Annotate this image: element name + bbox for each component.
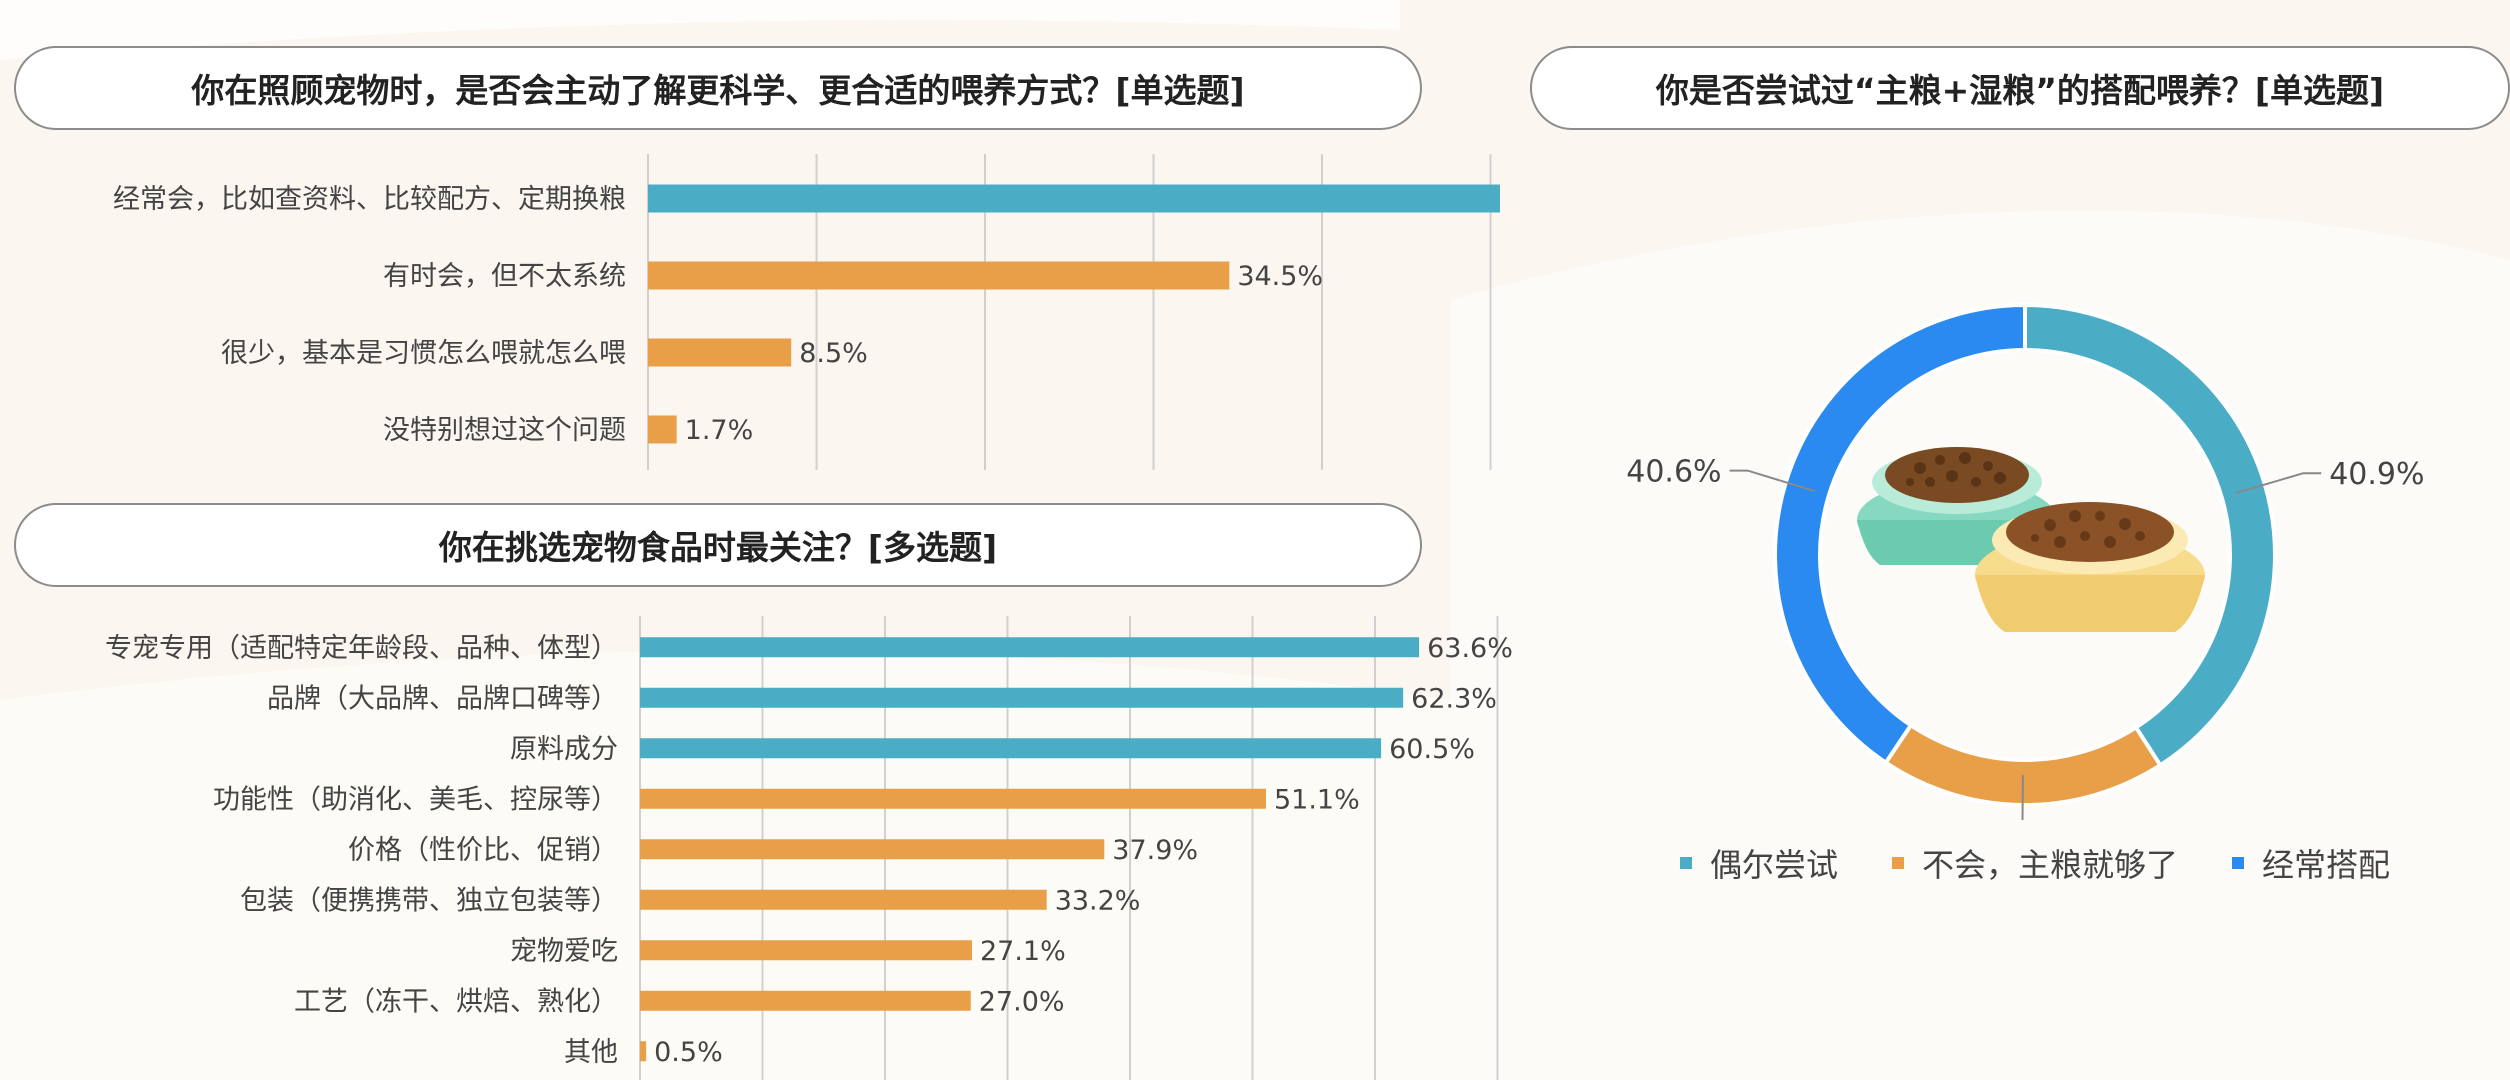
bar bbox=[640, 990, 971, 1011]
leader-line bbox=[1729, 469, 1815, 492]
value-label: 27.1% bbox=[980, 936, 1066, 967]
category-label: 功能性（助消化、美毛、控尿等） bbox=[213, 784, 618, 815]
chart1-title: 你在照顾宠物时，是否会主动了解更科学、更合适的喂养方式？[单选题] bbox=[14, 46, 1422, 130]
mixed-feeding-donut-chart: 40.9%18.5%40.6% bbox=[1626, 302, 2425, 820]
bar bbox=[640, 738, 1382, 759]
bar bbox=[640, 637, 1420, 658]
category-label: 原料成分 bbox=[510, 734, 618, 765]
chart3-title: 你是否尝试过“主粮+湿粮”的搭配喂养？[单选题] bbox=[1530, 46, 2510, 130]
bar bbox=[640, 788, 1266, 809]
bar bbox=[640, 940, 972, 961]
bar bbox=[648, 415, 677, 444]
legend-label-occasional: 偶尔尝试 bbox=[1710, 846, 1839, 884]
legend-label-often: 经常搭配 bbox=[2262, 846, 2391, 884]
category-label: 工艺（冻干、烘焙、熟化） bbox=[294, 986, 618, 1017]
slice-value-label: 40.9% bbox=[2329, 457, 2424, 492]
category-label: 很少，基本是习惯怎么喂就怎么喂 bbox=[221, 338, 626, 369]
value-label: 62.3% bbox=[1411, 683, 1497, 714]
value-label: 8.5% bbox=[799, 338, 868, 369]
bar bbox=[648, 338, 792, 367]
category-label: 没特别想过这个问题 bbox=[383, 415, 626, 446]
legend-swatch-blue bbox=[2232, 857, 2245, 869]
feeding-awareness-bar-chart: 经常会，比如查资料、比较配方、定期换粮55.3%有时会，但不太系统34.5%很少… bbox=[113, 154, 1500, 470]
legend-item-occasional: 偶尔尝试 bbox=[1680, 840, 1838, 886]
bar bbox=[648, 184, 1500, 213]
category-label: 包装（便携携带、独立包装等） bbox=[240, 885, 618, 916]
legend-label-never: 不会，主粮就够了 bbox=[1922, 846, 2179, 884]
category-label: 专宠专用（适配特定年龄段、品种、体型） bbox=[105, 633, 618, 664]
value-label: 27.0% bbox=[979, 986, 1065, 1017]
value-label: 34.5% bbox=[1237, 261, 1323, 292]
bar bbox=[648, 261, 1230, 290]
legend-item-never: 不会，主粮就够了 bbox=[1892, 840, 2178, 886]
bar bbox=[640, 839, 1105, 860]
chart2-title: 你在挑选宠物食品时最关注？[多选题] bbox=[14, 503, 1422, 587]
bar bbox=[640, 889, 1047, 910]
bar bbox=[640, 1041, 647, 1062]
leader-line bbox=[2021, 774, 2024, 820]
bar bbox=[640, 687, 1404, 708]
leader-line bbox=[2235, 472, 2322, 494]
value-label: 51.1% bbox=[1274, 784, 1360, 815]
category-label: 价格（性价比、促销） bbox=[348, 835, 618, 866]
value-label: 0.5% bbox=[654, 1037, 723, 1068]
value-label: 1.7% bbox=[685, 415, 754, 446]
value-label: 63.6% bbox=[1427, 633, 1513, 664]
category-label: 经常会，比如查资料、比较配方、定期换粮 bbox=[113, 184, 626, 215]
pet-food-bowls-icon bbox=[1857, 447, 2205, 632]
slice-value-label: 40.6% bbox=[1626, 455, 1721, 490]
legend-swatch-orange bbox=[1892, 857, 1905, 869]
category-label: 品牌（大品牌、品牌口碑等） bbox=[267, 683, 618, 714]
donut-legend: 偶尔尝试 不会，主粮就够了 经常搭配 bbox=[1680, 840, 2390, 886]
legend-swatch-teal bbox=[1680, 857, 1692, 869]
category-label: 其他 bbox=[564, 1037, 618, 1068]
category-label: 有时会，但不太系统 bbox=[383, 261, 626, 292]
donut-slice bbox=[1773, 302, 2027, 766]
food-priority-bar-chart: 专宠专用（适配特定年龄段、品种、体型） 63.6% 品牌（大品牌、品牌口碑等） 62.… bbox=[105, 616, 1513, 1080]
value-label: 37.9% bbox=[1112, 835, 1198, 866]
value-label: 60.5% bbox=[1389, 734, 1475, 765]
legend-item-often: 经常搭配 bbox=[2232, 840, 2390, 886]
value-label: 33.2% bbox=[1055, 885, 1141, 916]
category-label: 宠物爱吃 bbox=[510, 936, 618, 967]
